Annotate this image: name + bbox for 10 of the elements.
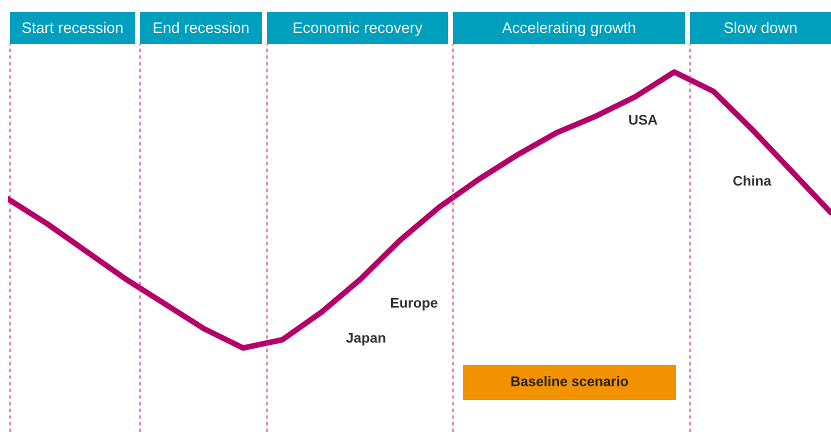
text: Start recession (22, 22, 122, 34)
annotation: Japan (346, 333, 386, 346)
annotation: Europe (391, 298, 438, 310)
text: Baseline scenario (511, 376, 628, 386)
text: Accelerating growth (502, 22, 636, 36)
annotation: USA (629, 114, 658, 125)
annotation: China (733, 176, 772, 186)
text: End recession (154, 22, 248, 34)
text: Economic recovery (294, 22, 422, 36)
text: Slow down (724, 22, 796, 34)
